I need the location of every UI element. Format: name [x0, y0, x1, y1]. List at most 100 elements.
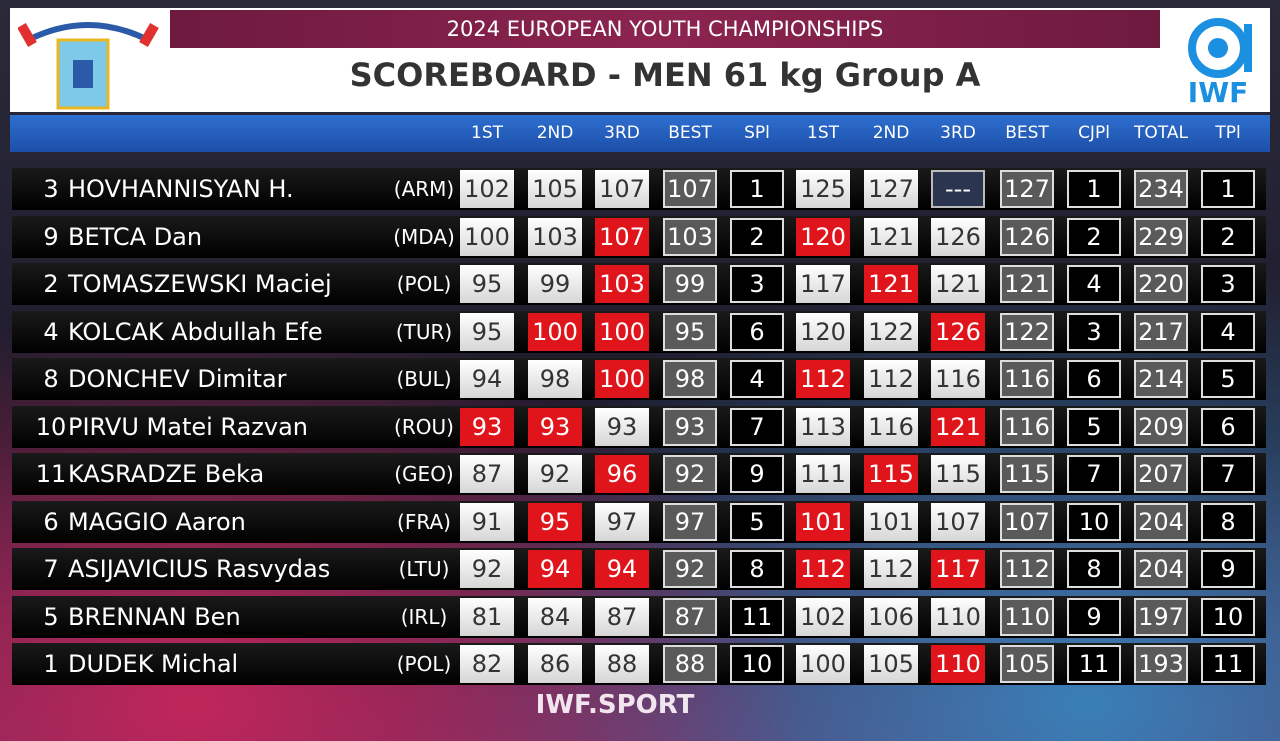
athlete-name: HOVHANNISYAN H.	[68, 175, 294, 203]
snatch-attempt: 102	[460, 170, 514, 208]
cj-attempt: 121	[931, 265, 985, 303]
snatch-place: 2	[730, 217, 784, 256]
total-place: 5	[1201, 360, 1255, 398]
total: 220	[1134, 265, 1188, 303]
snatch-attempt: 103	[595, 265, 649, 303]
cj-attempt: 110	[931, 597, 985, 636]
athlete-row: 11 KASRADZE Beka (GEO) 87 92 96 92 9 111 115 115 11…	[12, 453, 1266, 495]
athlete-name: KASRADZE Beka	[68, 460, 265, 488]
column-header: TOTAL	[1134, 123, 1188, 143]
cj-best: 127	[1000, 170, 1054, 208]
snatch-attempt: 93	[595, 407, 649, 446]
snatch-attempt: 100	[528, 312, 582, 351]
total: 193	[1134, 645, 1188, 683]
total-place: 4	[1201, 312, 1255, 351]
snatch-place: 11	[730, 597, 784, 636]
snatch-attempt: 86	[528, 645, 582, 683]
cj-place: 9	[1067, 597, 1121, 636]
total-place: 6	[1201, 407, 1255, 446]
athlete-row: 4 KOLCAK Abdullah Efe (TUR) 95 100 100 95 6 120 1…	[12, 310, 1266, 353]
athlete-name: TOMASZEWSKI Maciej	[68, 270, 332, 298]
cj-best: 110	[1000, 597, 1054, 636]
snatch-attempt: 107	[595, 217, 649, 256]
cj-attempt: 127	[864, 170, 918, 208]
snatch-attempt: 91	[460, 502, 514, 541]
snatch-attempt: 93	[528, 407, 582, 446]
cj-attempt: 122	[864, 312, 918, 351]
total: 209	[1134, 407, 1188, 446]
snatch-place: 7	[730, 407, 784, 446]
snatch-attempt: 95	[460, 312, 514, 351]
snatch-best: 92	[663, 550, 717, 588]
athlete-name: DUDEK Michal	[68, 650, 239, 678]
athlete-name: KOLCAK Abdullah Efe	[68, 317, 323, 346]
total: 204	[1134, 550, 1188, 588]
snatch-attempt: 94	[528, 550, 582, 588]
snatch-place: 8	[730, 550, 784, 588]
snatch-place: 6	[730, 312, 784, 351]
column-header: 1ST	[807, 123, 839, 143]
country-code: (POL)	[396, 652, 452, 676]
lot-number: 9	[43, 222, 59, 251]
snatch-attempt: 105	[528, 170, 582, 208]
cj-attempt: 102	[796, 597, 850, 636]
athlete-row: 6 MAGGIO Aaron (FRA) 91 95 97 97 5 101 101 107 107 1…	[12, 500, 1266, 543]
country-code: (ROU)	[394, 414, 454, 439]
cj-attempt: 115	[931, 455, 985, 493]
cj-attempt: 116	[931, 360, 985, 398]
cj-attempt: 126	[931, 312, 985, 351]
iwf-logo-text: IWF	[1188, 76, 1248, 109]
footer: IWF.SPORT	[535, 690, 695, 720]
cj-best: 116	[1000, 360, 1054, 398]
athlete-name: MAGGIO Aaron	[68, 507, 246, 536]
snatch-attempt: 94	[595, 550, 649, 588]
snatch-place: 9	[730, 455, 784, 493]
board-title: SCOREBOARD - MEN 61 kg Group A	[349, 56, 981, 94]
snatch-attempt: 87	[595, 597, 649, 636]
cj-best: 122	[1000, 312, 1054, 351]
athlete-name: DONCHEV Dimitar	[68, 365, 287, 393]
snatch-attempt: 92	[528, 455, 582, 493]
cj-attempt: 112	[864, 550, 918, 588]
country-code: (BUL)	[396, 367, 452, 391]
total: 234	[1134, 170, 1188, 208]
cj-attempt: 121	[864, 217, 918, 256]
snatch-attempt: 82	[460, 645, 514, 683]
lot-number: 11	[35, 460, 67, 488]
snatch-best: 97	[663, 502, 717, 541]
snatch-best: 107	[663, 170, 717, 208]
snatch-place: 10	[730, 645, 784, 683]
cj-attempt: 126	[931, 217, 985, 256]
cj-place: 6	[1067, 360, 1121, 398]
cj-attempt: 121	[864, 265, 918, 303]
country-code: (FRA)	[397, 509, 451, 534]
cj-attempt: 105	[864, 645, 918, 683]
snatch-attempt: 107	[595, 170, 649, 208]
cj-attempt: 107	[931, 502, 985, 541]
snatch-attempt: 97	[595, 502, 649, 541]
snatch-attempt: 100	[595, 312, 649, 351]
lot-number: 6	[43, 507, 59, 536]
cj-place: 5	[1067, 407, 1121, 446]
cj-attempt: 111	[796, 455, 850, 493]
total-place: 9	[1201, 550, 1255, 588]
column-header: BEST	[668, 123, 712, 143]
total: 207	[1134, 455, 1188, 493]
country-code: (IRL)	[400, 604, 448, 629]
cj-attempt: 115	[864, 455, 918, 493]
country-code: (MDA)	[393, 224, 455, 249]
cj-attempt: 120	[796, 217, 850, 256]
cj-attempt: ---	[931, 170, 985, 208]
snatch-place: 4	[730, 360, 784, 398]
snatch-best: 98	[663, 360, 717, 398]
lot-number: 10	[35, 412, 67, 441]
snatch-best: 99	[663, 265, 717, 303]
cj-best: 115	[1000, 455, 1054, 493]
snatch-place: 5	[730, 502, 784, 541]
athlete-row: 10 PIRVU Matei Razvan (ROU) 93 93 93 93 7 113 116…	[12, 405, 1266, 448]
total-place: 3	[1201, 265, 1255, 303]
cj-place: 7	[1067, 455, 1121, 493]
cj-best: 107	[1000, 502, 1054, 541]
snatch-attempt: 92	[460, 550, 514, 588]
snatch-attempt: 81	[460, 597, 514, 636]
